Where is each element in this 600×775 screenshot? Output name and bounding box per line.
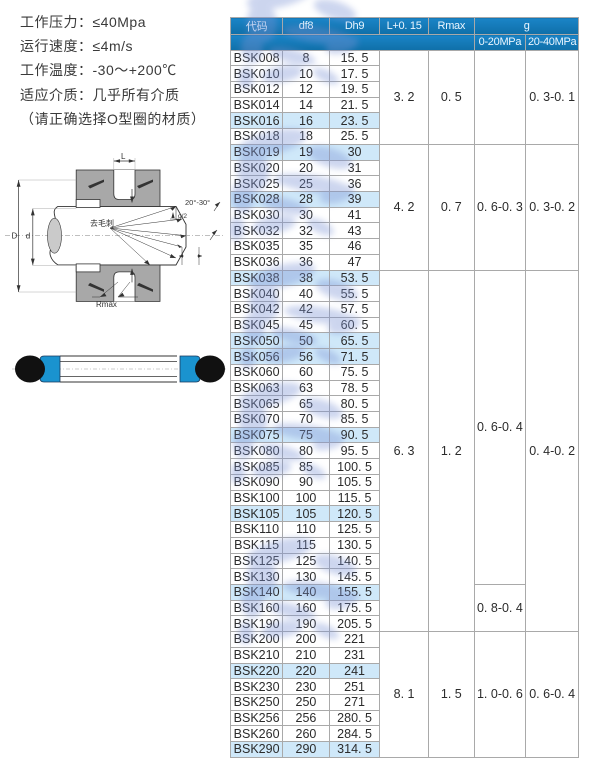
svg-text:20°-30°: 20°-30° [185,198,210,207]
svg-text:L: L [121,152,126,161]
svg-text:Rmax: Rmax [96,300,117,309]
svg-text:D: D [12,232,18,241]
svg-text:去毛刺: 去毛刺 [90,218,114,228]
svg-text:d: d [26,232,30,241]
